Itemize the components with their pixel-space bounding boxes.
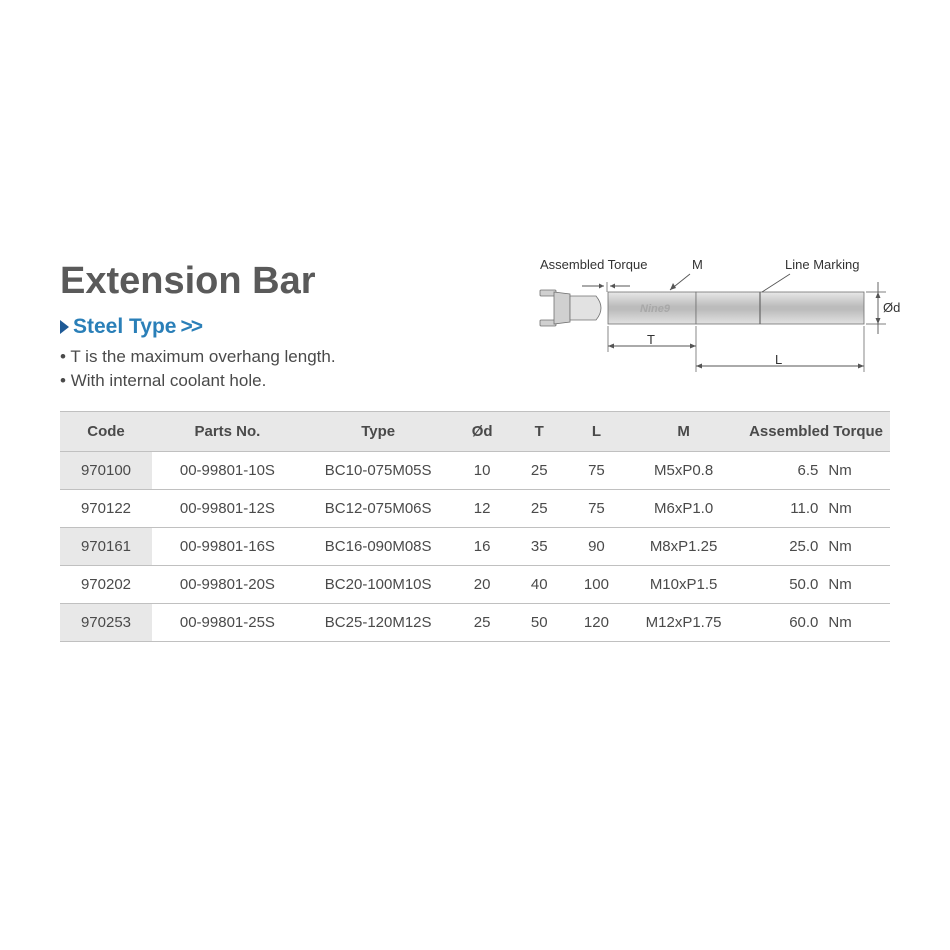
cell-type: BC12-075M06S <box>303 489 454 527</box>
cell-m: M5xP0.8 <box>625 451 742 489</box>
cell-parts: 00-99801-16S <box>152 527 303 565</box>
spec-table: Code Parts No. Type Ød T L M Assembled T… <box>60 411 890 642</box>
cell-t: 35 <box>511 527 568 565</box>
cell-t: 25 <box>511 489 568 527</box>
cell-torque: 50.0Nm <box>742 565 890 603</box>
content-area: Extension Bar Steel Type >> T is the max… <box>60 260 890 642</box>
col-m: M <box>625 411 742 451</box>
table-row: 97016100-99801-16SBC16-090M08S163590M8xP… <box>60 527 890 565</box>
cell-type: BC20-100M10S <box>303 565 454 603</box>
cell-t: 25 <box>511 451 568 489</box>
subtitle-row: Steel Type >> <box>60 315 890 339</box>
table-row: 97012200-99801-12SBC12-075M06S122575M6xP… <box>60 489 890 527</box>
cell-l: 75 <box>568 451 625 489</box>
cell-type: BC25-120M12S <box>303 603 454 641</box>
cell-l: 100 <box>568 565 625 603</box>
cell-d: 10 <box>454 451 511 489</box>
subtitle: Steel Type <box>73 315 176 339</box>
table-row: 97010000-99801-10SBC10-075M05S102575M5xP… <box>60 451 890 489</box>
cell-code: 970202 <box>60 565 152 603</box>
cell-m: M12xP1.75 <box>625 603 742 641</box>
cell-d: 16 <box>454 527 511 565</box>
cell-t: 50 <box>511 603 568 641</box>
table-row: 97025300-99801-25SBC25-120M12S2550120M12… <box>60 603 890 641</box>
table-row: 97020200-99801-20SBC20-100M10S2040100M10… <box>60 565 890 603</box>
cell-d: 12 <box>454 489 511 527</box>
triangle-icon <box>60 320 69 334</box>
cell-code: 970161 <box>60 527 152 565</box>
note-item: T is the maximum overhang length. <box>60 345 890 369</box>
col-l: L <box>568 411 625 451</box>
cell-l: 75 <box>568 489 625 527</box>
cell-torque: 11.0Nm <box>742 489 890 527</box>
note-item: With internal coolant hole. <box>60 369 890 393</box>
col-parts: Parts No. <box>152 411 303 451</box>
cell-torque: 60.0Nm <box>742 603 890 641</box>
cell-code: 970100 <box>60 451 152 489</box>
notes-list: T is the maximum overhang length. With i… <box>60 345 890 393</box>
cell-parts: 00-99801-20S <box>152 565 303 603</box>
cell-t: 40 <box>511 565 568 603</box>
col-torque: Assembled Torque <box>742 411 890 451</box>
cell-torque: 6.5Nm <box>742 451 890 489</box>
cell-m: M10xP1.5 <box>625 565 742 603</box>
cell-code: 970122 <box>60 489 152 527</box>
cell-type: BC10-075M05S <box>303 451 454 489</box>
cell-l: 120 <box>568 603 625 641</box>
cell-m: M6xP1.0 <box>625 489 742 527</box>
col-t: T <box>511 411 568 451</box>
col-d: Ød <box>454 411 511 451</box>
col-type: Type <box>303 411 454 451</box>
cell-d: 25 <box>454 603 511 641</box>
cell-torque: 25.0Nm <box>742 527 890 565</box>
cell-m: M8xP1.25 <box>625 527 742 565</box>
cell-d: 20 <box>454 565 511 603</box>
table-header-row: Code Parts No. Type Ød T L M Assembled T… <box>60 411 890 451</box>
cell-type: BC16-090M08S <box>303 527 454 565</box>
cell-parts: 00-99801-25S <box>152 603 303 641</box>
cell-parts: 00-99801-12S <box>152 489 303 527</box>
page-title: Extension Bar <box>60 260 890 303</box>
cell-l: 90 <box>568 527 625 565</box>
cell-code: 970253 <box>60 603 152 641</box>
cell-parts: 00-99801-10S <box>152 451 303 489</box>
chevron-icon: >> <box>180 315 201 339</box>
col-code: Code <box>60 411 152 451</box>
